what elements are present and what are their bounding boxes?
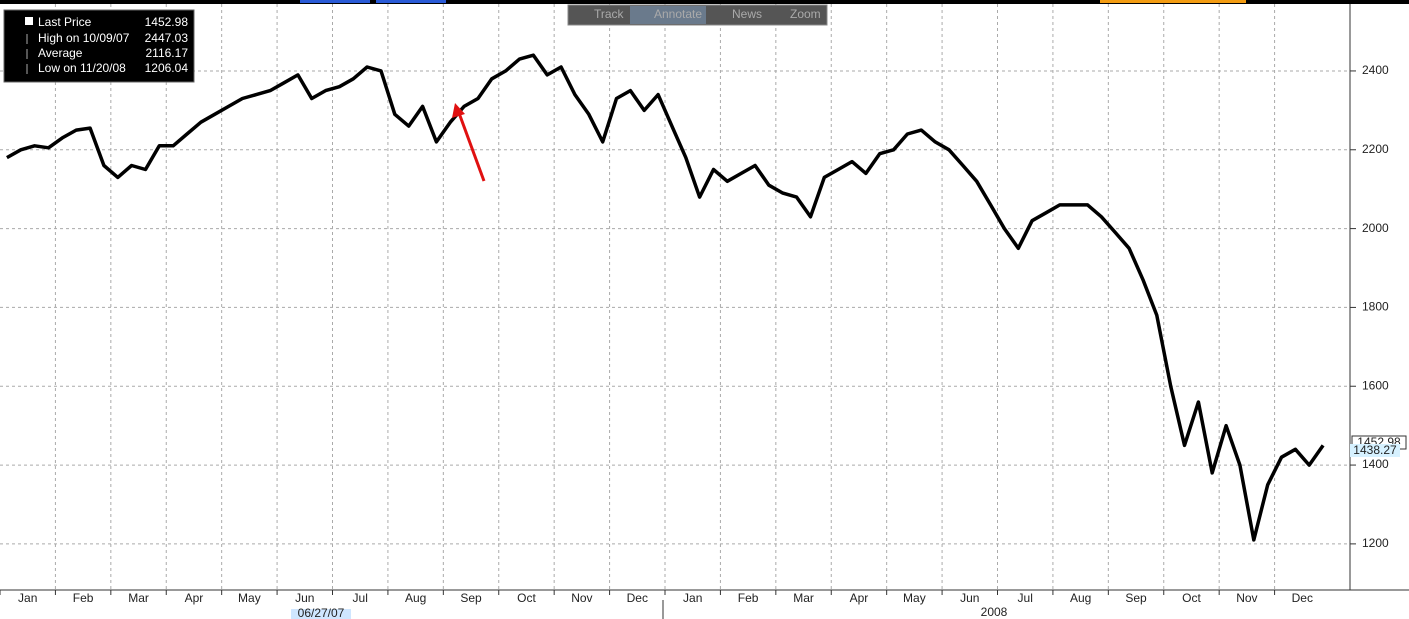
x-tick-label: Apr <box>850 591 869 605</box>
legend-stats: High on 10/09/07 2447.03 Average 2116.17 Low… <box>26 31 189 75</box>
x-axis-area <box>0 590 1409 619</box>
legend-swatch <box>25 17 33 25</box>
toolbar-label[interactable]: Annotate <box>654 7 702 21</box>
x-tick-label: Jun <box>295 591 314 605</box>
toolbar-button[interactable] <box>766 6 818 24</box>
x-tick-label: Dec <box>1292 591 1313 605</box>
legend-value: 2447.03 <box>145 31 189 45</box>
lines <box>6 53 1325 542</box>
x-tick-label: Jul <box>1018 591 1033 605</box>
x-tick-label: Dec <box>627 591 648 605</box>
x-tick-label: Mar <box>793 591 814 605</box>
x-tick-label: Jun <box>960 591 979 605</box>
grid <box>0 4 1350 590</box>
x-tick-label: Oct <box>1182 591 1201 605</box>
tab <box>300 0 370 3</box>
x-tick-label: Aug <box>1070 591 1091 605</box>
x-tick-label: Jan <box>683 591 702 605</box>
arrow-head <box>452 103 465 118</box>
year-label: 2008 <box>981 605 1008 619</box>
tab <box>1100 0 1246 3</box>
legend <box>3 9 195 83</box>
legend-value: 1206.04 <box>145 61 189 75</box>
x-tick-label: Nov <box>571 591 592 605</box>
date-marker-box <box>291 609 351 619</box>
x-tick-label: Mar <box>128 591 149 605</box>
toolbar-button[interactable] <box>570 6 630 24</box>
x-tick-label: Sep <box>1125 591 1147 605</box>
x-tick-label: Aug <box>405 591 426 605</box>
x-tick-label: May <box>903 591 926 605</box>
x-tick-label: Jan <box>18 591 37 605</box>
toolbar-label[interactable]: Zoom <box>790 7 821 21</box>
legend-value: 2116.17 <box>146 46 189 60</box>
legend-value: 1452.98 <box>145 15 189 29</box>
x-tick-label: May <box>238 591 261 605</box>
legend-label: Low on 11/20/08 <box>38 61 126 75</box>
y-tick-label: 1200 <box>1362 536 1389 550</box>
y-tick-label: 1600 <box>1362 378 1389 392</box>
y-tick-label: 1400 <box>1362 457 1389 471</box>
x-tick-label: Nov <box>1236 591 1257 605</box>
arrow-shaft <box>457 112 486 182</box>
toolbar-label[interactable]: News <box>732 7 762 21</box>
toolbar-button[interactable] <box>630 6 706 24</box>
y-tick-label: 1800 <box>1362 300 1389 314</box>
legend-label: Last Price <box>38 15 92 29</box>
x-tick-label: Feb <box>738 591 759 605</box>
y-tick-label: 2000 <box>1362 221 1389 235</box>
x-tick-label: Jul <box>353 591 368 605</box>
legend-label: High on 10/09/07 <box>38 31 130 45</box>
price-line <box>6 53 1325 542</box>
x-tick-label: Sep <box>460 591 482 605</box>
toolbar-label[interactable]: Track <box>594 7 625 21</box>
marker-label: 1438.27 <box>1353 443 1397 457</box>
y-axis-area <box>1350 4 1409 590</box>
x-tick-label: Apr <box>185 591 204 605</box>
marker-box <box>1350 444 1400 457</box>
date-marker: 06/27/07 <box>298 606 345 619</box>
plot-area <box>0 4 1350 590</box>
y-tick-label: 2400 <box>1362 63 1389 77</box>
tab <box>376 0 446 3</box>
legend-label: Average <box>38 46 83 60</box>
y-tick-label: 2200 <box>1362 142 1389 156</box>
toolbar-buttons: Track Annotate News Zoom <box>570 6 821 24</box>
toolbar-button[interactable] <box>708 6 764 24</box>
x-tick-label: Feb <box>73 591 94 605</box>
x-tick-label: Oct <box>517 591 536 605</box>
